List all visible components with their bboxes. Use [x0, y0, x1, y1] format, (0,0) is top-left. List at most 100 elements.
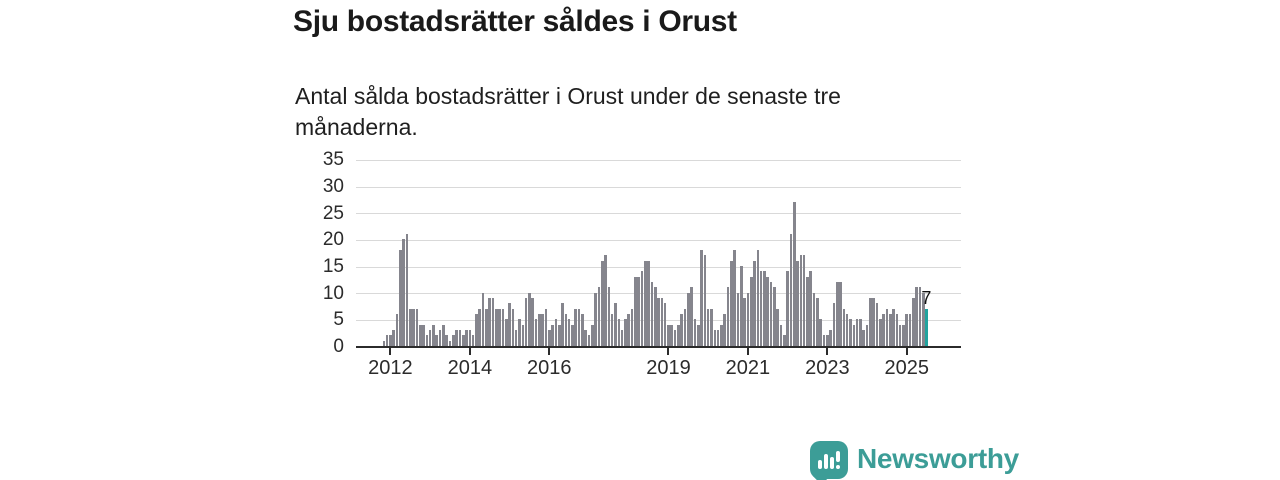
bar [634, 276, 637, 346]
bar [524, 298, 528, 346]
bar [630, 308, 634, 346]
bar [892, 308, 895, 346]
bar [696, 324, 700, 346]
bar [495, 308, 498, 346]
bar [859, 319, 862, 346]
bar [617, 319, 621, 346]
bar [531, 298, 535, 346]
bar [557, 324, 561, 346]
bar [551, 324, 554, 346]
bar [806, 276, 809, 346]
bar [783, 335, 786, 346]
bar [640, 271, 644, 346]
bar [501, 308, 505, 346]
y-axis-label: 20 [322, 229, 344, 251]
gridline [356, 186, 961, 188]
bar [812, 292, 816, 346]
bar [452, 335, 455, 346]
bar [796, 260, 799, 346]
gridline [356, 293, 961, 295]
x-axis-tick [468, 348, 471, 355]
x-axis-tick [548, 348, 551, 355]
bar [604, 255, 607, 346]
bar [749, 276, 753, 346]
bar [514, 330, 518, 346]
bar [756, 250, 760, 346]
bar [597, 287, 601, 346]
bar [571, 324, 574, 346]
y-axis-label: 10 [322, 282, 344, 304]
bar [905, 314, 909, 346]
bar [458, 330, 462, 346]
bar [852, 324, 856, 346]
bar [650, 282, 654, 346]
bar [528, 292, 531, 346]
bar [445, 335, 448, 346]
bar [382, 340, 386, 346]
bar [428, 330, 432, 346]
bar [485, 308, 488, 346]
bar [875, 303, 879, 346]
bar [481, 292, 485, 346]
bar [716, 330, 720, 346]
bar [637, 276, 640, 346]
logo-mini-bar [830, 457, 834, 469]
bar [769, 282, 773, 346]
bar [600, 260, 604, 346]
bar [448, 340, 452, 346]
bar [865, 324, 869, 346]
page-subtitle: Antal sålda bostadsrätter i Orust under … [295, 83, 841, 140]
bar [385, 335, 389, 346]
bar [610, 314, 614, 346]
bar [832, 303, 836, 346]
bar [743, 298, 746, 346]
bar [475, 314, 478, 346]
bar [518, 319, 521, 346]
bubble [810, 441, 848, 479]
bar [872, 298, 875, 346]
gridline [356, 159, 961, 161]
x-axis-tick [667, 348, 670, 355]
x-axis-label: 2012 [368, 357, 413, 379]
bar [534, 319, 538, 346]
bar [713, 330, 717, 346]
bar [759, 271, 763, 346]
bar [885, 308, 889, 346]
logo-exclamation-dot [836, 465, 840, 469]
bar [680, 314, 683, 346]
bar [869, 298, 872, 346]
bar [408, 308, 412, 346]
x-axis-label: 2023 [805, 357, 850, 379]
page-title: Sju bostadsrätter såldes i Orust [293, 5, 737, 38]
bar [564, 314, 568, 346]
bar [488, 298, 491, 346]
bar [491, 298, 495, 346]
bar [703, 255, 707, 346]
bar [395, 314, 399, 346]
y-axis-label: 15 [322, 256, 344, 277]
bar [508, 303, 511, 346]
bar [627, 314, 631, 346]
bar [461, 335, 465, 346]
bar [548, 330, 551, 346]
bar [730, 260, 733, 346]
bar [766, 276, 770, 346]
bar [829, 330, 832, 346]
x-axis-tick [389, 348, 392, 355]
bar [422, 324, 425, 346]
bar [898, 324, 902, 346]
bar [726, 287, 730, 346]
bar [739, 266, 743, 346]
bar [773, 287, 776, 346]
bar [591, 324, 594, 346]
bar [879, 319, 882, 346]
bar [554, 319, 558, 346]
bar [746, 292, 750, 346]
bar [888, 314, 892, 346]
bar [789, 234, 793, 346]
x-axis-line [356, 346, 961, 348]
bar [855, 319, 859, 346]
bar [412, 308, 415, 346]
bar [607, 287, 611, 346]
